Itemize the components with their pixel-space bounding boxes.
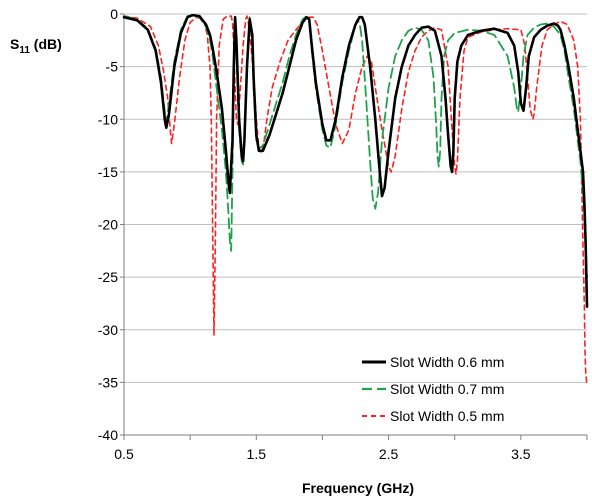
y-axis-title: S11 (dB) [10,36,62,56]
y-tick-label: -10 [98,111,118,127]
x-tick-label: 1.5 [247,446,267,462]
data-series [122,13,589,387]
x-tick-label: 0.5 [114,446,134,462]
y-tick-label: 0 [110,6,118,22]
gridlines [124,13,587,383]
y-tick-label: -40 [98,427,118,443]
legend-label: Slot Width 0.6 mm [390,354,504,370]
x-tick-label: 2.5 [379,446,399,462]
x-tick-labels: 0.5 1.5 2.5 3.5 [114,446,531,462]
legend-label: Slot Width 0.5 mm [390,408,504,424]
axes [120,13,588,440]
x-tick-label: 3.5 [511,446,531,462]
series-line [123,15,588,387]
y-tick-label: -30 [98,322,118,338]
x-axis-title: Frequency (GHz) [302,480,414,496]
legend-label: Slot Width 0.7 mm [390,381,504,397]
y-tick-label: -20 [98,217,118,233]
legend: Slot Width 0.6 mm Slot Width 0.7 mm Slot W… [362,354,504,424]
y-tick-label: -25 [98,269,118,285]
series-line [122,13,589,308]
y-tick-label: -35 [98,374,118,390]
y-tick-label: -5 [106,59,119,75]
y-tick-label: -15 [98,164,118,180]
y-tick-labels: 0 -5 -10 -15 -20 -25 -30 -35 -40 [98,6,118,443]
